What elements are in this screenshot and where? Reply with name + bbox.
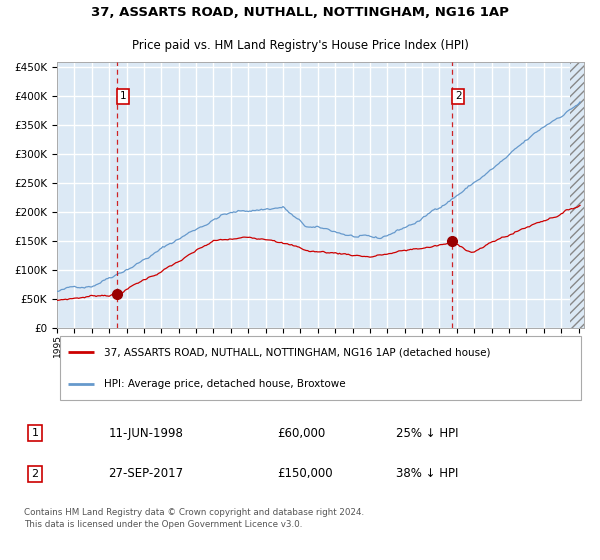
Text: 11-JUN-1998: 11-JUN-1998 — [108, 427, 183, 440]
Text: HPI: Average price, detached house, Broxtowe: HPI: Average price, detached house, Brox… — [104, 379, 346, 389]
Text: Contains HM Land Registry data © Crown copyright and database right 2024.
This d: Contains HM Land Registry data © Crown c… — [23, 507, 364, 529]
Text: 27-SEP-2017: 27-SEP-2017 — [108, 468, 184, 480]
Text: £60,000: £60,000 — [277, 427, 326, 440]
Text: 1: 1 — [119, 91, 126, 101]
Text: 37, ASSARTS ROAD, NUTHALL, NOTTINGHAM, NG16 1AP (detached house): 37, ASSARTS ROAD, NUTHALL, NOTTINGHAM, N… — [104, 347, 491, 357]
Text: 1: 1 — [31, 428, 38, 438]
Text: 25% ↓ HPI: 25% ↓ HPI — [396, 427, 458, 440]
Text: 37, ASSARTS ROAD, NUTHALL, NOTTINGHAM, NG16 1AP: 37, ASSARTS ROAD, NUTHALL, NOTTINGHAM, N… — [91, 6, 509, 20]
Text: 2: 2 — [455, 91, 461, 101]
Text: 2: 2 — [31, 469, 38, 479]
Polygon shape — [570, 62, 584, 328]
Text: 38% ↓ HPI: 38% ↓ HPI — [396, 468, 458, 480]
Text: £150,000: £150,000 — [277, 468, 333, 480]
Text: Price paid vs. HM Land Registry's House Price Index (HPI): Price paid vs. HM Land Registry's House … — [131, 39, 469, 53]
FancyBboxPatch shape — [59, 336, 581, 400]
